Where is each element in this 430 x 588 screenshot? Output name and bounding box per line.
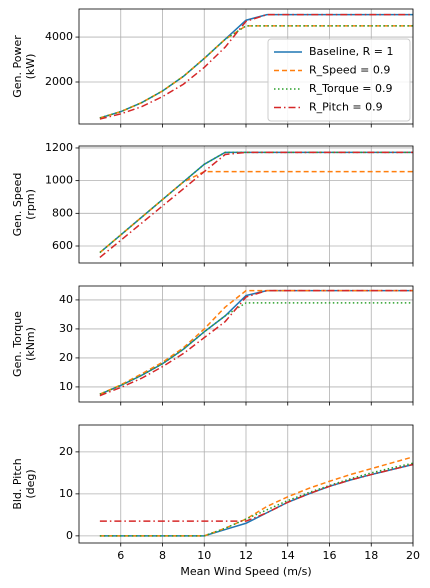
series-line <box>99 462 414 537</box>
y-tick-label: 1200 <box>45 141 73 154</box>
x-tick-label: 12 <box>239 549 253 562</box>
series-line <box>99 151 413 254</box>
series-line <box>99 151 413 259</box>
x-tick-label: 8 <box>159 549 166 562</box>
y-tick-label: 0 <box>66 529 73 542</box>
y-tick-label: 30 <box>59 322 73 335</box>
y-tick-label: 40 <box>59 293 73 306</box>
x-tick-label: 14 <box>281 549 295 562</box>
y-axis-label: Gen. Torque <box>11 311 24 377</box>
series-line <box>99 13 413 120</box>
y-tick-label: 1000 <box>45 174 73 187</box>
y-axis-label: (kNm) <box>24 327 37 361</box>
legend-box <box>267 38 411 122</box>
series-line <box>99 151 413 254</box>
series-line <box>99 289 413 395</box>
legend-label: R_Torque = 0.9 <box>309 82 392 95</box>
axes-frame <box>78 424 414 544</box>
series-line <box>99 289 413 397</box>
series-line <box>99 463 414 537</box>
y-axis-label: (kW) <box>24 54 37 80</box>
subplot: 6 8 10 12 14 16 18 20 0 10 20 Bld. Pitch (deg) Mean W… <box>11 424 420 578</box>
y-axis-label: (rpm) <box>24 189 37 220</box>
axes-frame <box>78 145 414 264</box>
y-tick-label: 600 <box>52 239 73 252</box>
subplot: 600 800 1000 1200 Gen. Speed (rpm) <box>11 141 414 267</box>
y-axis-label: (deg) <box>24 469 37 498</box>
x-tick-label: 20 <box>406 549 420 562</box>
series-line <box>99 456 414 537</box>
series-line <box>99 302 413 395</box>
y-tick-label: 800 <box>52 206 73 219</box>
legend-label: R_Pitch = 0.9 <box>309 101 383 114</box>
axes-frame <box>78 8 414 125</box>
subplot: 2000 4000 Gen. Power (kW) Baseline, R = 1 R_S… <box>11 8 414 128</box>
x-tick-label: 10 <box>197 549 211 562</box>
axes-frame <box>78 285 414 403</box>
y-tick-label: 20 <box>59 351 73 364</box>
y-axis-label: Bld. Pitch <box>11 458 24 509</box>
y-axis-label: Gen. Speed <box>11 173 24 237</box>
x-tick-label: 6 <box>117 549 124 562</box>
x-axis-label: Mean Wind Speed (m/s) <box>180 565 311 578</box>
series-line <box>99 289 413 395</box>
x-tick-label: 18 <box>364 549 378 562</box>
x-tick-label: 16 <box>323 549 337 562</box>
y-axis-label: Gen. Power <box>11 35 24 98</box>
y-tick-label: 10 <box>59 380 73 393</box>
series-line <box>99 25 413 119</box>
subplot: 10 20 30 40 Gen. Torque (kNm) <box>11 285 414 406</box>
legend-label: R_Speed = 0.9 <box>309 64 390 77</box>
y-tick-label: 4000 <box>45 30 73 43</box>
y-tick-label: 20 <box>59 445 73 458</box>
y-tick-label: 10 <box>59 487 73 500</box>
y-tick-label: 2000 <box>45 75 73 88</box>
legend-label: Baseline, R = 1 <box>309 45 393 58</box>
